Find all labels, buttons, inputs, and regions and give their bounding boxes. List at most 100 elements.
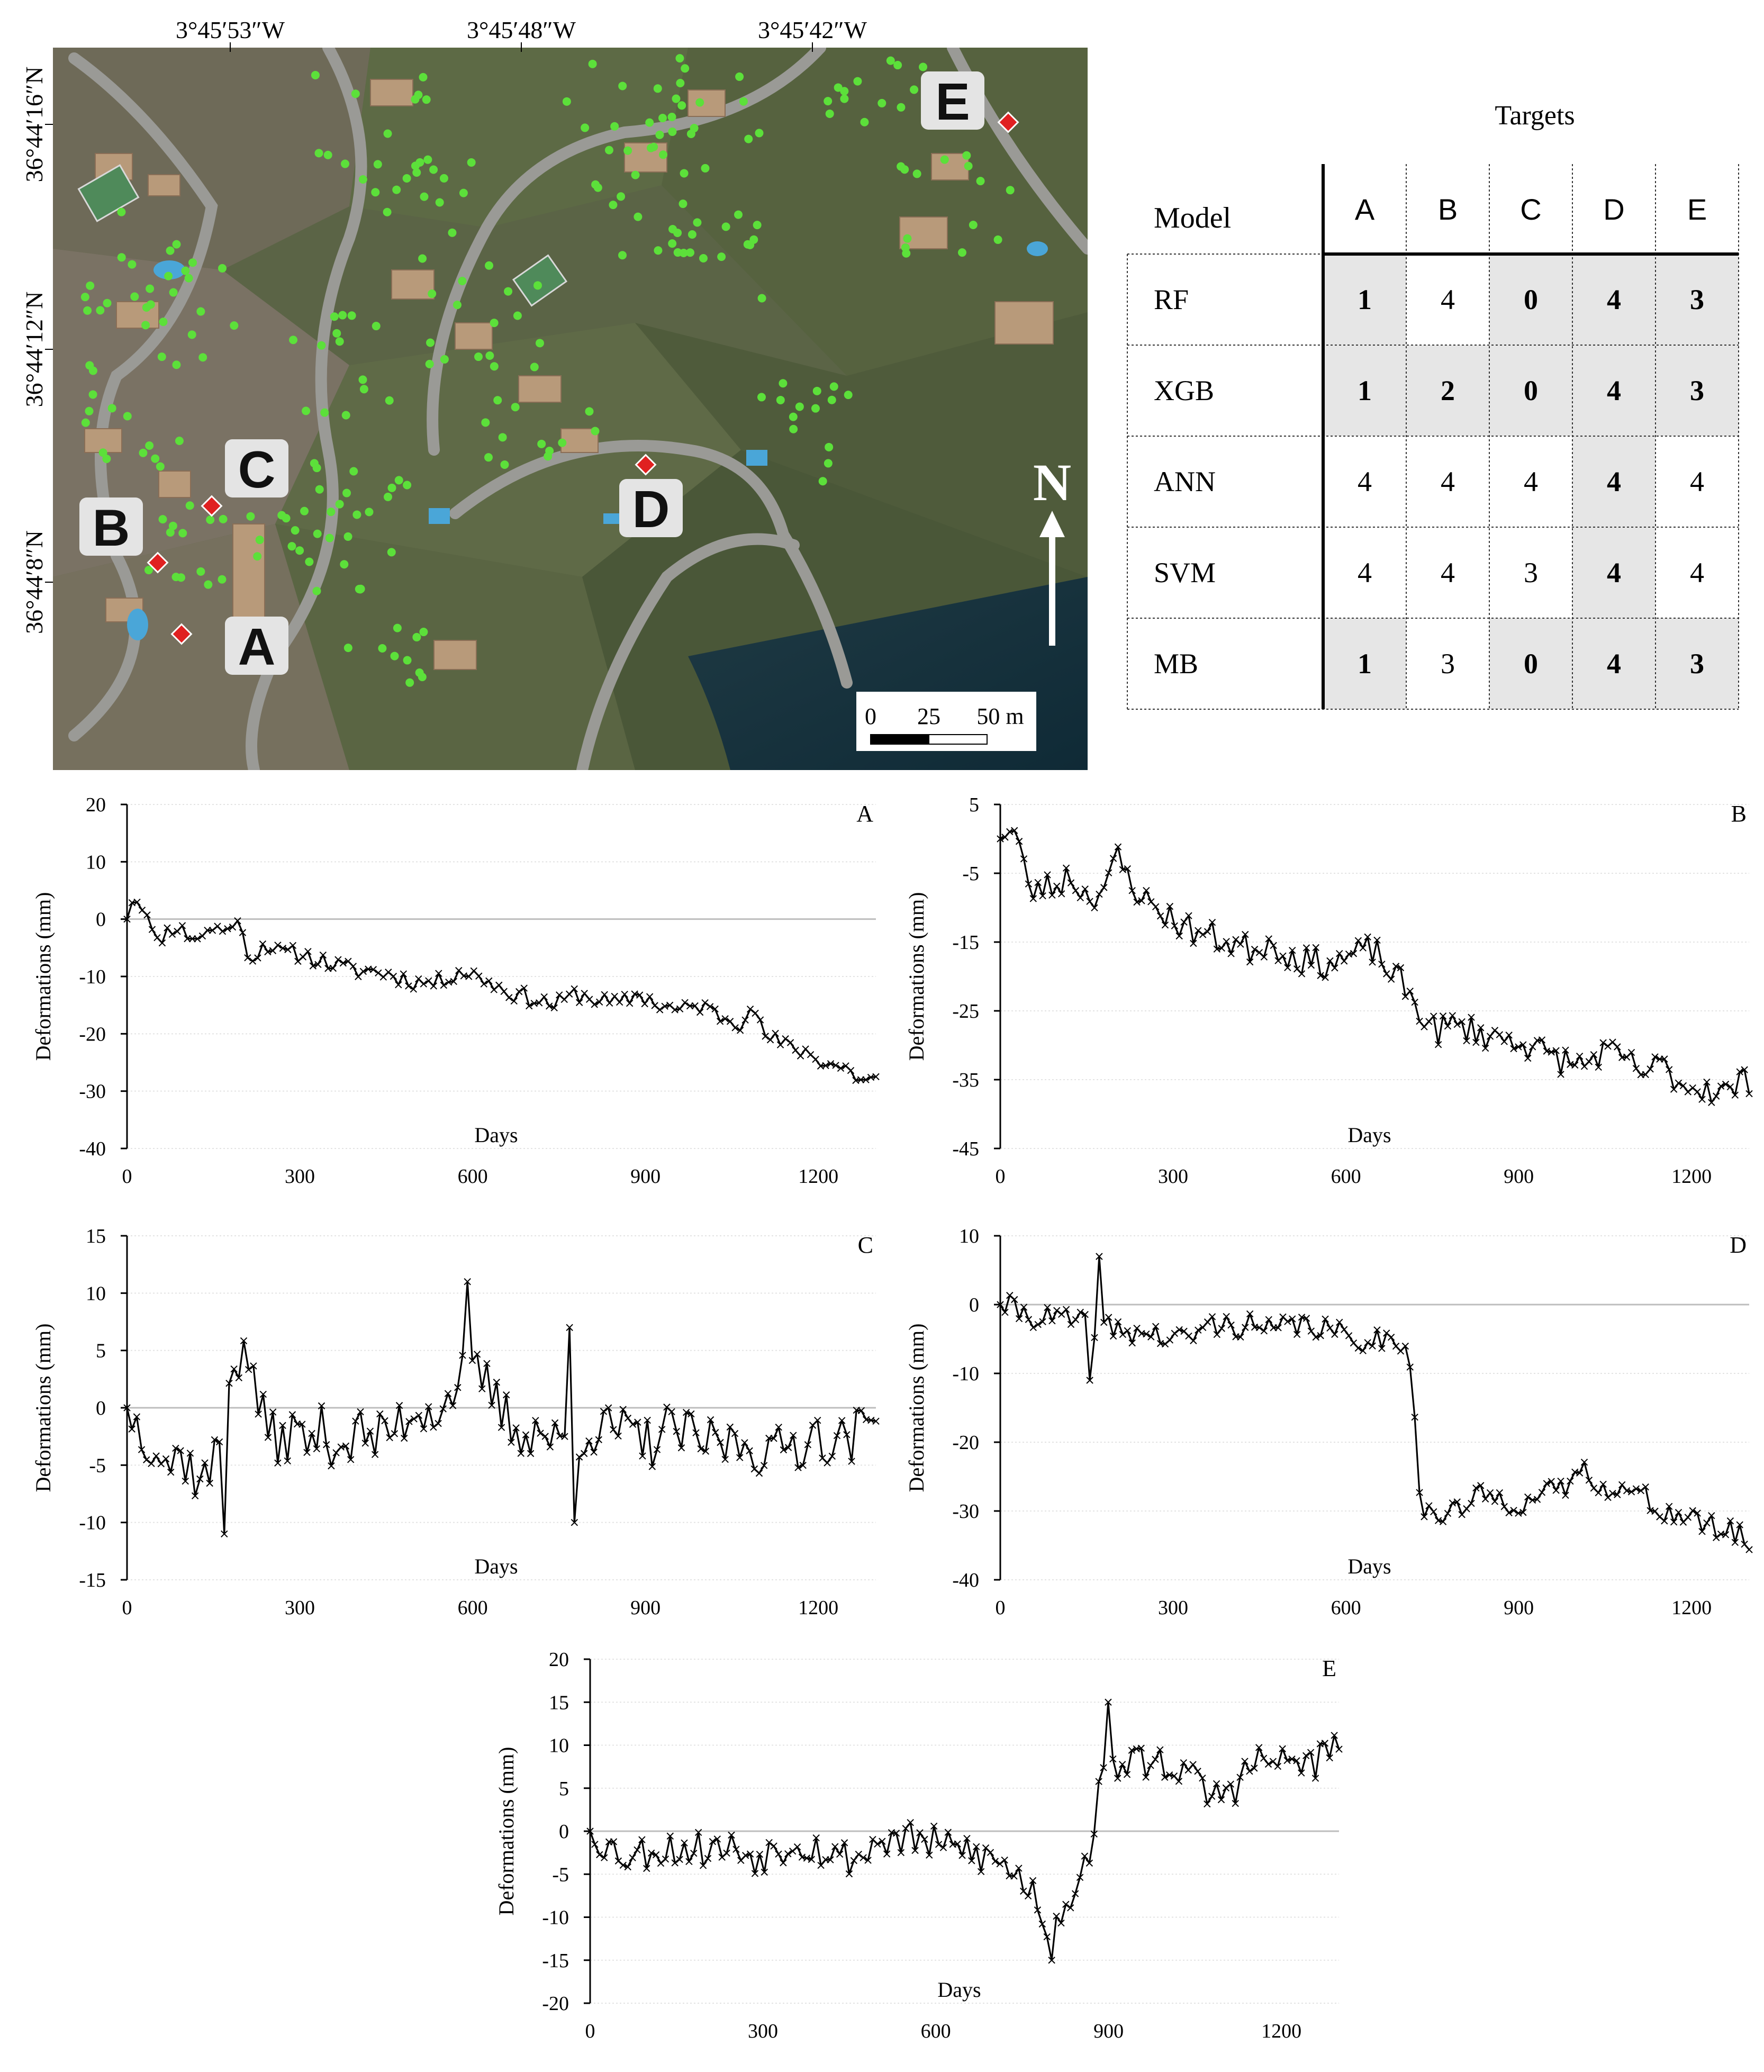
data-point (1043, 1933, 1051, 1941)
data-point (508, 1438, 515, 1446)
ps-point (467, 158, 476, 167)
table-cell: 3 (1441, 648, 1455, 680)
data-point (1684, 1514, 1692, 1521)
data-point (1072, 887, 1080, 894)
data-point (369, 966, 377, 973)
target-marker-e (997, 111, 1019, 133)
data-point (1458, 1511, 1466, 1518)
data-point (690, 1849, 698, 1857)
data-point (1081, 1852, 1089, 1860)
data-point (874, 1840, 881, 1848)
x-tick-label: 900 (1504, 1597, 1534, 1619)
data-point (1647, 1065, 1654, 1073)
data-point (652, 1851, 660, 1859)
data-point (1184, 1766, 1192, 1774)
ps-point (699, 254, 708, 263)
data-point (450, 978, 457, 985)
data-point (505, 994, 513, 1001)
scale-label-50m: 50 m (976, 703, 1024, 729)
ps-point (513, 311, 522, 320)
x-tick-label: 0 (122, 1597, 132, 1619)
data-point (435, 1419, 442, 1427)
data-point (1632, 1065, 1640, 1072)
data-point (483, 1360, 491, 1368)
data-point (405, 982, 412, 990)
ps-point (493, 396, 502, 405)
ps-point (686, 248, 695, 257)
data-point (206, 1479, 213, 1487)
ps-point (530, 363, 539, 372)
ps-point (323, 150, 332, 159)
ps-point (342, 488, 351, 497)
ps-point (690, 124, 699, 133)
data-point (1505, 1032, 1513, 1039)
y-tick-label: -30 (952, 1500, 979, 1523)
ps-point (962, 151, 971, 160)
data-point (1180, 918, 1188, 926)
data-point (775, 1850, 782, 1858)
data-point (817, 1861, 825, 1869)
data-point (485, 977, 493, 985)
series-line (589, 1701, 1340, 1961)
data-point (1218, 944, 1225, 952)
data-point (707, 1416, 714, 1424)
data-point (395, 1401, 403, 1409)
data-point (1015, 1865, 1023, 1872)
ps-point (144, 566, 153, 575)
data-point (1421, 1513, 1428, 1521)
data-point (732, 1845, 740, 1853)
data-point (1029, 895, 1037, 902)
ps-point (169, 288, 178, 297)
data-point (500, 988, 508, 995)
data-point (770, 1842, 777, 1850)
data-point (1077, 1308, 1084, 1316)
y-tick-label: 0 (559, 1821, 569, 1843)
ps-point (840, 94, 849, 103)
data-point (766, 1036, 774, 1044)
ps-point (330, 312, 339, 321)
data-point (827, 1856, 834, 1863)
data-point (756, 1016, 764, 1024)
data-point (1190, 1337, 1197, 1344)
y-tick-label: -5 (552, 1863, 569, 1886)
ps-point (300, 506, 309, 515)
data-point (1364, 933, 1371, 941)
x-tick-label: 0 (585, 2020, 595, 2042)
data-point (1010, 1872, 1018, 1880)
data-point (527, 1450, 535, 1458)
data-point (1703, 1519, 1711, 1527)
y-tick-label: -40 (952, 1569, 979, 1591)
data-point (673, 1427, 680, 1435)
data-point (1048, 891, 1056, 899)
data-point (1081, 885, 1089, 893)
data-point (1053, 1307, 1061, 1314)
data-point (1090, 1830, 1098, 1838)
data-point (1199, 1774, 1206, 1782)
ps-point (255, 536, 264, 545)
data-point (605, 999, 613, 1007)
table-cell-highlight (1489, 345, 1572, 436)
ps-point (117, 207, 126, 216)
table-cell-highlight (1656, 618, 1739, 709)
data-point (1311, 1775, 1319, 1782)
data-point (1260, 1327, 1268, 1335)
data-point (1057, 1919, 1065, 1927)
data-point (804, 1441, 812, 1449)
data-point (666, 1832, 674, 1840)
data-point (1265, 935, 1272, 943)
data-point (1519, 1041, 1527, 1048)
row-model-mb: MB (1154, 648, 1198, 680)
data-point (639, 1452, 646, 1460)
data-point (1025, 1316, 1033, 1323)
data-point (1289, 946, 1296, 954)
y-tick-label: -5 (962, 863, 979, 885)
data-point (1406, 988, 1414, 995)
data-point (1486, 1489, 1494, 1497)
data-point (279, 1422, 286, 1429)
data-point (352, 1417, 359, 1425)
data-point (1369, 958, 1376, 966)
x-tick-label: 600 (458, 1165, 488, 1188)
data-point (848, 1458, 855, 1465)
data-point (1340, 957, 1348, 965)
x-tick-label: 300 (748, 2020, 778, 2042)
